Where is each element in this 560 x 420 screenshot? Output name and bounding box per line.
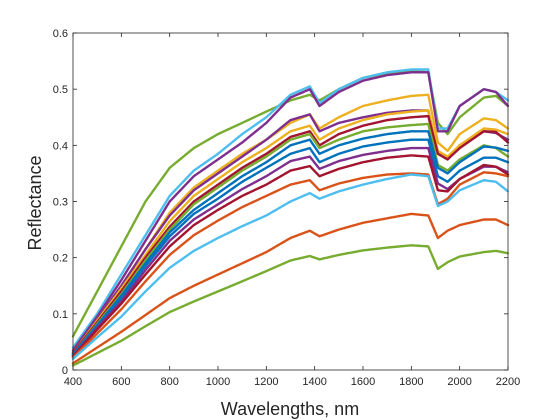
x-tick-label: 600 [112,376,130,388]
x-tick-label: 800 [160,376,178,388]
series-line-7 [71,114,510,355]
series-line-3 [71,71,510,352]
y-tick-label: 0.3 [53,197,68,209]
y-tick-label: 0 [62,365,68,377]
x-tick-label: 1000 [206,376,230,388]
x-tick-label: 1800 [399,376,423,388]
series-line-12 [71,154,510,358]
tick-labels: 400 600 800 1000 1200 1400 1600 1800 2000 2200 0 0.… [53,28,521,388]
x-tick-label: 1600 [351,376,375,388]
axes [72,32,509,371]
series-line-6 [71,109,510,355]
series-line-1 [71,70,510,338]
series-line-15 [71,212,510,365]
x-tick-label: 400 [64,376,82,388]
y-tick-label: 0.5 [53,84,68,96]
x-tick-label: 1200 [254,376,278,388]
series-line-16 [71,244,510,367]
y-axis-title: Reflectance [25,155,45,250]
x-tick-label: 2200 [496,376,520,388]
y-tick-label: 0.1 [53,309,68,321]
series-line-13 [71,171,510,359]
x-tick-label: 1400 [302,376,326,388]
x-tick-label: 2000 [447,376,471,388]
series-line-10 [71,138,510,357]
series-line-14 [71,173,510,360]
x-axis-title: Wavelengths, nm [221,399,359,419]
y-tick-label: 0.2 [53,253,68,265]
series-line-8 [71,122,510,356]
series-line-4 [71,93,510,355]
series-line-2 [71,68,510,349]
y-tick-label: 0.6 [53,28,68,40]
series-line-9 [71,130,510,356]
y-tick-label: 0.4 [53,140,68,152]
plot-lines [71,68,510,367]
